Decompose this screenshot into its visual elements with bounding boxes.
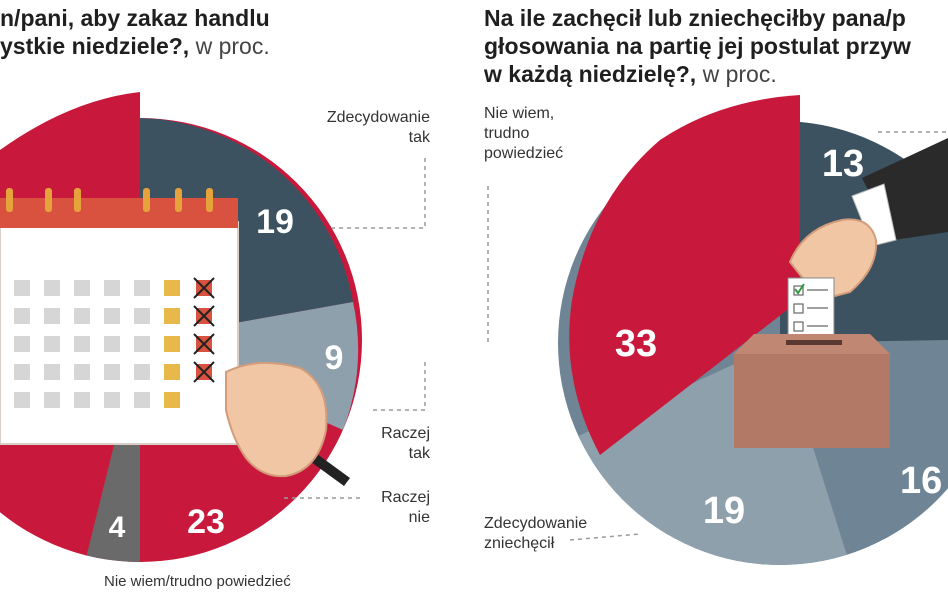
label-zdecydowanie-zniechecil: Zdecydowanie zniechęcił (484, 514, 587, 554)
left-title-line2-row: ystkie niedziele?, w proc. (0, 32, 270, 60)
label-zdecydowanie-zniechecil-l1: Zdecydowanie (484, 515, 588, 532)
left-value-raczej-nie: 23 (187, 503, 225, 541)
calendar-cell (164, 336, 180, 352)
cross-icon (193, 277, 215, 299)
calendar-cell (104, 392, 120, 408)
calendar-cells (14, 277, 215, 408)
left-title-unit: w proc. (189, 33, 270, 59)
label-zdecydowanie-tak-l2: tak (408, 129, 430, 146)
calendar-cell (134, 392, 150, 408)
calendar-cell (134, 336, 150, 352)
right-value-19: 19 (703, 490, 745, 532)
ballot-box-slot (786, 340, 842, 345)
calendar-header (0, 198, 238, 228)
cross-icon (193, 361, 215, 383)
label-raczej-nie-l1: Raczej (381, 489, 430, 506)
calendar-cell (14, 336, 30, 352)
label-nie-wiem-right-l3: powiedzieć (484, 145, 564, 162)
right-title-line3-row: w każdą niedzielę?, w proc. (484, 60, 911, 88)
label-nie-wiem-left-text: Nie wiem/trudno powiedzieć (104, 573, 291, 590)
calendar-cell (164, 364, 180, 380)
cross-icon (193, 305, 215, 327)
calendar-cell (104, 280, 120, 296)
calendar-cell (44, 308, 60, 324)
label-raczej-tak-l2: tak (408, 445, 430, 462)
right-pie: 13 33 19 16 (487, 95, 948, 565)
right-value-33: 33 (615, 323, 657, 365)
left-pie: 19 9 23 4 (0, 92, 426, 562)
label-raczej-nie: Raczej nie (381, 488, 430, 528)
calendar-cell (134, 364, 150, 380)
calendar-cell (164, 392, 180, 408)
right-title-line3: w każdą niedzielę?, (484, 61, 697, 87)
left-chart-title: n/pani, aby zakaz handlu ystkie niedziel… (0, 4, 270, 60)
left-value-raczej-tak: 9 (325, 339, 344, 377)
label-nie-wiem-right: Nie wiem, trudno powiedzieć (484, 104, 563, 164)
label-nie-wiem-left: Nie wiem/trudno powiedzieć (104, 572, 291, 592)
right-leader-lines (487, 131, 948, 541)
cross-icon (193, 333, 215, 355)
calendar-cell (74, 392, 90, 408)
label-raczej-nie-l2: nie (408, 509, 430, 526)
calendar-cell (164, 280, 180, 296)
right-value-16: 16 (900, 460, 942, 502)
calendar-cell (44, 280, 60, 296)
calendar-cell (74, 364, 90, 380)
ballot-checkboxes (793, 285, 828, 332)
calendar-cell (44, 364, 60, 380)
left-slice-outer-crimson (0, 92, 140, 200)
label-zdecydowanie-tak-l1: Zdecydowanie (326, 109, 430, 126)
calendar-body (0, 221, 239, 445)
calendar-cell (164, 308, 180, 324)
left-value-zdecydowanie-tak: 19 (256, 203, 294, 241)
left-leader-lines (282, 158, 426, 499)
calendar-cell (14, 308, 30, 324)
right-title-unit: w proc. (696, 61, 777, 87)
left-title-line2: ystkie niedziele?, (0, 33, 190, 59)
label-nie-wiem-right-l1: Nie wiem, (484, 105, 555, 122)
calendar-rings (6, 188, 213, 212)
calendar-cell (74, 336, 90, 352)
label-nie-wiem-right-l2: trudno (484, 125, 530, 142)
left-value-nie-wiem: 4 (109, 511, 126, 544)
calendar-cell (134, 280, 150, 296)
label-raczej-tak-l1: Raczej (381, 425, 430, 442)
right-slice-nie-wiem (569, 95, 800, 455)
calendar-cell (134, 308, 150, 324)
calendar-cell (14, 280, 30, 296)
calendar-cell (104, 336, 120, 352)
label-zdecydowanie-tak: Zdecydowanie tak (327, 108, 430, 148)
calendar-cell (104, 364, 120, 380)
calendar-cell (14, 392, 30, 408)
hand-icon (225, 361, 328, 478)
left-title-line1: n/pani, aby zakaz handlu (0, 5, 270, 31)
ballot-box-illustration (734, 138, 948, 448)
calendar-cell (44, 392, 60, 408)
label-raczej-tak: Raczej tak (381, 424, 430, 464)
calendar-illustration (0, 188, 350, 486)
right-title-line2: głosowania na partię jej postulat przyw (484, 33, 911, 59)
check-icon (794, 283, 805, 295)
label-zdecydowanie-zniechecil-l2: zniechęcił (484, 535, 555, 552)
calendar-cell (44, 336, 60, 352)
ballot-box-body (734, 354, 890, 448)
calendar-cell (104, 308, 120, 324)
calendar-cell (14, 364, 30, 380)
right-chart-title: Na ile zachęcił lub zniechęciłby pana/p … (484, 4, 911, 88)
calendar-cell (74, 308, 90, 324)
calendar-cell (74, 280, 90, 296)
right-title-line1: Na ile zachęcił lub zniechęciłby pana/p (484, 5, 906, 31)
right-value-13: 13 (822, 143, 864, 185)
